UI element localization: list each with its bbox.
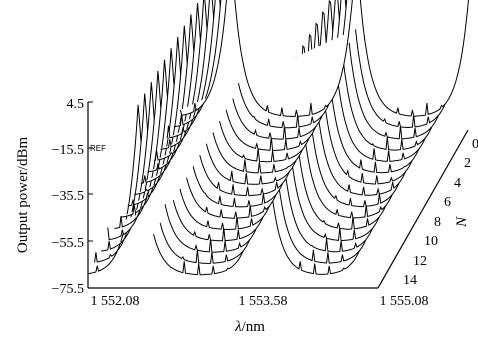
y-tick-label: −75.5 <box>52 282 84 297</box>
x-axis-label-unit: /nm <box>242 319 266 335</box>
n-tick-label: 8 <box>434 215 441 230</box>
spectrum-trace-n0 <box>179 0 469 117</box>
y-tick-label: −35.5 <box>52 189 84 204</box>
x-axis-label: λ/nm <box>234 319 265 335</box>
n-tick-label: 6 <box>444 195 451 210</box>
ref-marker: REF <box>90 144 106 153</box>
y-tick-label: 4.5 <box>67 97 85 112</box>
x-axis-label-symbol: λ <box>234 319 242 335</box>
n-tick-label: 4 <box>454 176 461 191</box>
y-tick-label: −15.5 <box>52 143 84 158</box>
x-tick-label: 1 553.58 <box>239 294 288 309</box>
n-tick-label: 0 <box>472 137 478 152</box>
n-tick-label: 2 <box>464 156 471 171</box>
n-tick-label: 12 <box>413 254 427 269</box>
x-tick-label: 1 552.08 <box>91 294 140 309</box>
y-tick-label: −55.5 <box>52 236 84 251</box>
y-axis-label: Output power/dBm <box>15 137 31 254</box>
trace-group <box>87 0 469 276</box>
x-tick-label: 1 555.08 <box>380 294 429 309</box>
n-tick-label: 10 <box>424 234 438 249</box>
n-tick-label: 14 <box>403 273 417 288</box>
n-axis-label: N <box>454 216 470 228</box>
n-axis <box>377 129 469 289</box>
